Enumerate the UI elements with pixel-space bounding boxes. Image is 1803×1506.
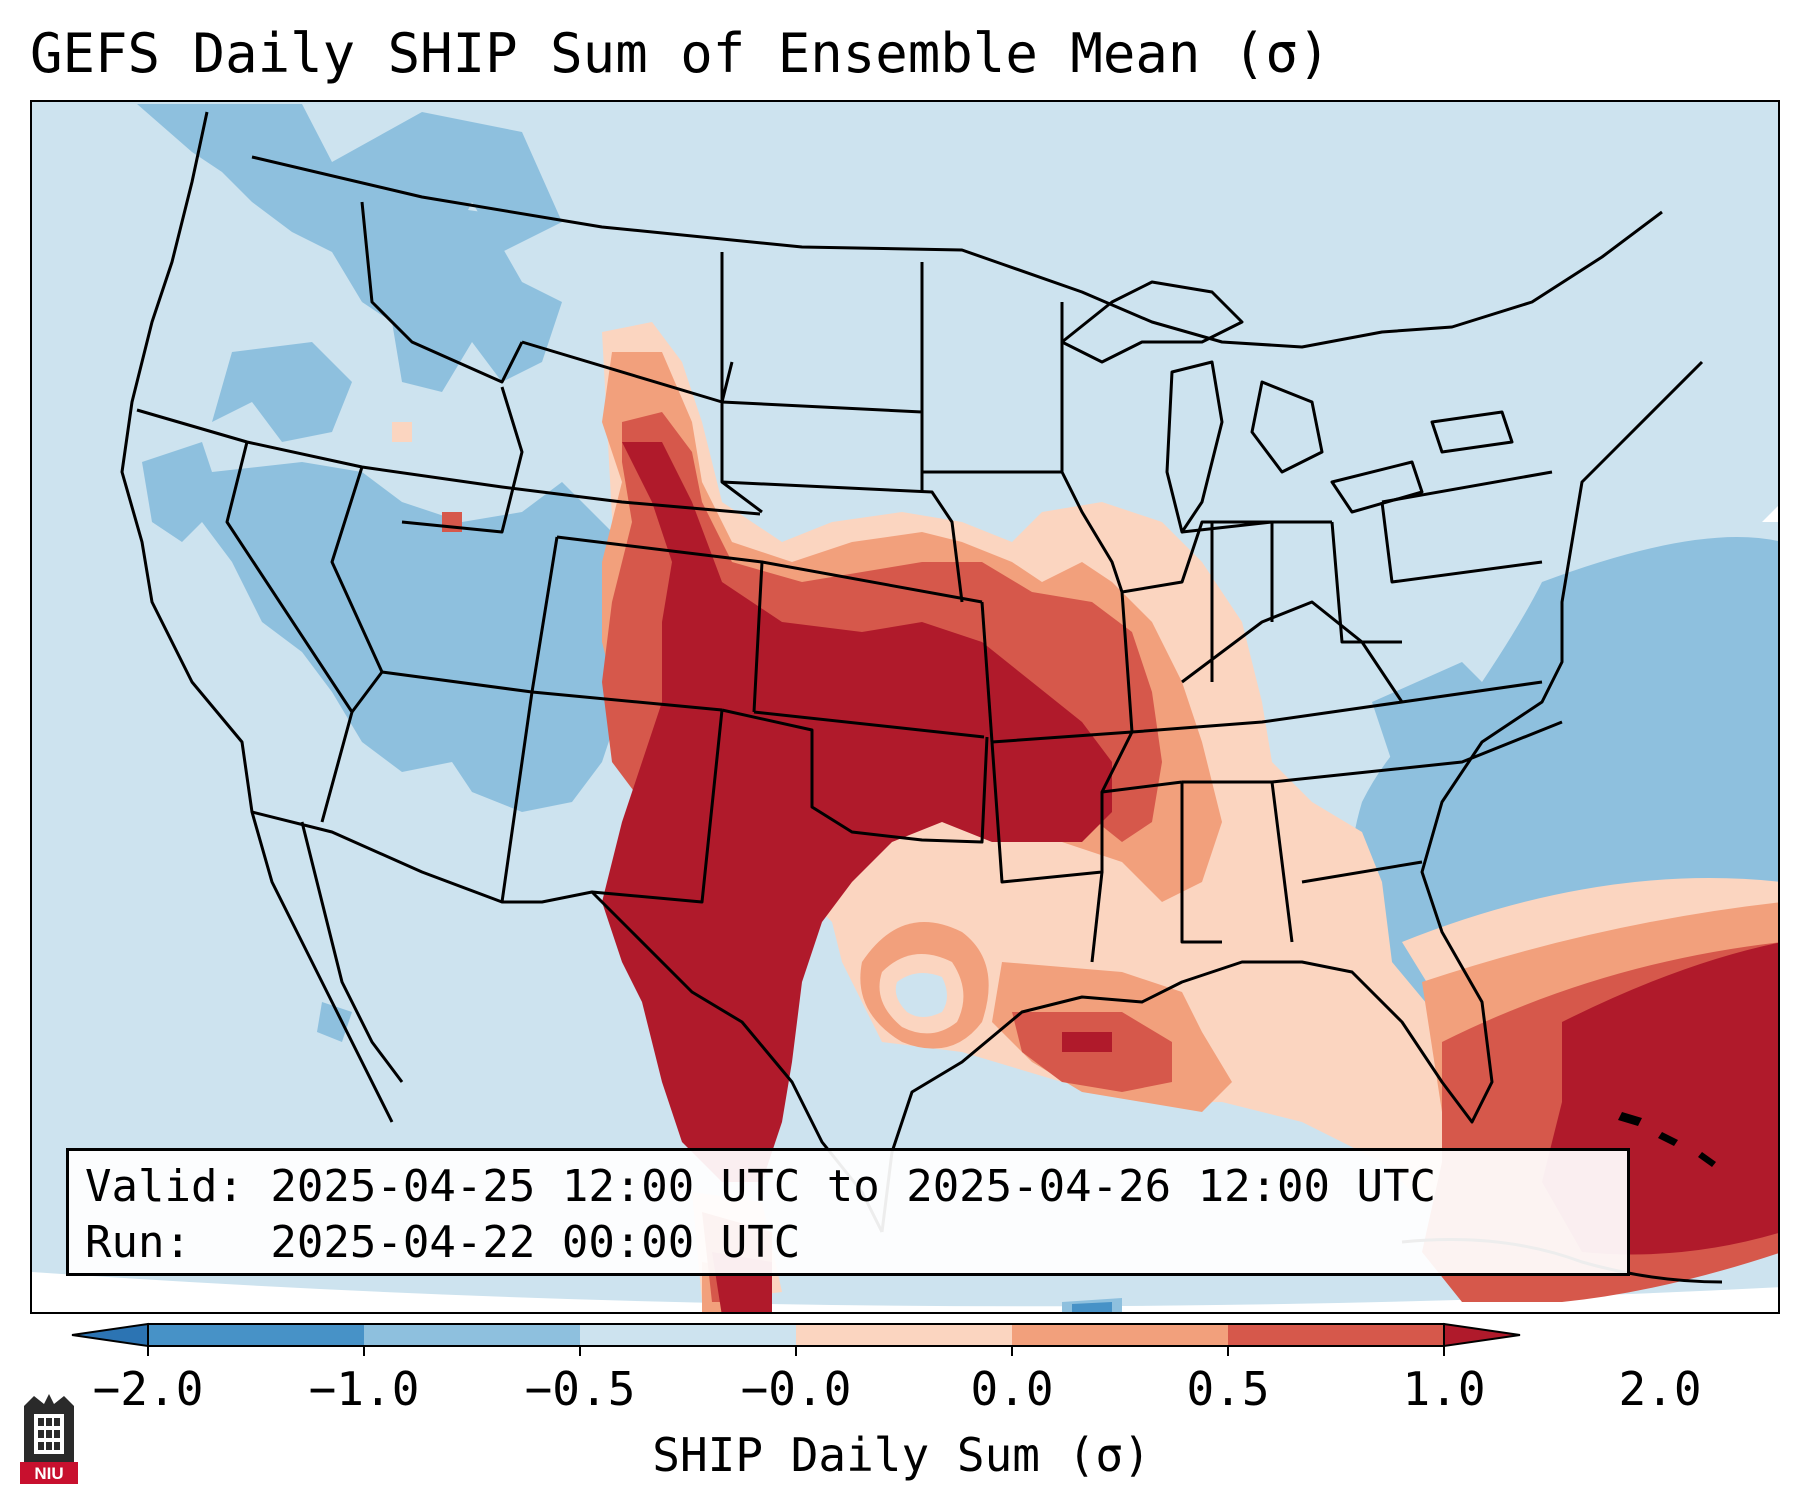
colorbar-tick: 0.5 [1186, 1362, 1270, 1416]
valid-run-info-box: Valid: 2025-04-25 12:00 UTC to 2025-04-2… [66, 1148, 1630, 1276]
bahamas-islands [1618, 1112, 1716, 1167]
colorbar-segment [580, 1324, 796, 1346]
strong-negative-areas [1072, 1302, 1112, 1312]
colorbar-tick: 1.0 [1402, 1362, 1486, 1416]
run-line: Run: 2025-04-22 00:00 UTC [85, 1217, 801, 1268]
ship-field-map [32, 102, 1778, 1312]
colorbar-label: SHIP Daily Sum (σ) [652, 1428, 1151, 1482]
colorbar-tick: −0.5 [524, 1362, 636, 1416]
colorbar-segment [364, 1324, 580, 1346]
colorbar-segment [148, 1324, 364, 1346]
colorbar-segment [1012, 1324, 1228, 1346]
colorbar-tick: −2.0 [92, 1362, 204, 1416]
colorbar-segment [1228, 1324, 1444, 1346]
colorbar-tick: 2.0 [1618, 1362, 1702, 1416]
university-tower-icon: NIU [20, 1394, 78, 1484]
colorbar-segment [796, 1324, 1012, 1346]
map-panel [30, 100, 1780, 1314]
valid-line: Valid: 2025-04-25 12:00 UTC to 2025-04-2… [85, 1161, 1437, 1212]
texas-pocket [860, 922, 989, 1049]
colorbar-extend-low [71, 1322, 149, 1348]
colorbar-extend-high [1443, 1322, 1521, 1348]
colorbar [71, 1322, 1521, 1356]
outside-domain-corner [1762, 506, 1778, 522]
map-title: GEFS Daily SHIP Sum of Ensemble Mean (σ) [30, 22, 1331, 85]
colorbar-tick: −1.0 [308, 1362, 420, 1416]
colorbar-tick: 0.0 [970, 1362, 1054, 1416]
logo-text: NIU [34, 1464, 63, 1483]
outside-domain-bottom [32, 1272, 1778, 1312]
colorbar-tick: −0.0 [740, 1362, 852, 1416]
boundaries [120, 111, 1704, 1233]
